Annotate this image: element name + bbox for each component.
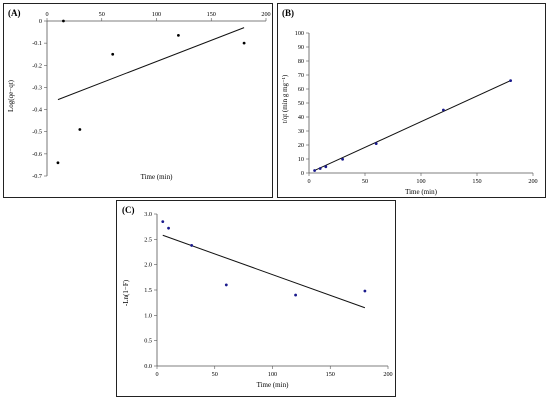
y-tick-label-c: 0.5 [144,338,152,345]
data-point-b [509,79,512,82]
x-tick-label-a: 0 [45,11,48,18]
y-tick-label-b: 0 [301,170,304,177]
chart-c-svg: (C) 0 50 100 150 200 0.0 0.5 1.0 1.5 2.0 2.5 3.0 Time… [122,205,393,389]
y-tick-label-b: 100 [295,30,304,37]
y-tick-label-a: -0.6 [32,151,42,158]
y-tick-label-b: 50 [298,100,304,107]
chart-a-svg: (A) 0 50 100 150 200 0 -0.1 -0.2 -0.3 -0.4 -0.5 -0.6… [7,8,271,181]
x-tick-label-a: 200 [261,11,270,18]
y-tick-label-a: -0.7 [32,173,42,180]
x-axis-title-b: Time (min) [405,188,437,196]
x-tick-label-a: 50 [99,11,105,18]
trendline-c [162,234,366,309]
x-tick-label-b: 0 [307,178,310,185]
data-point-a [177,33,180,37]
x-tick-label-b: 100 [416,178,425,185]
data-point-a [56,161,60,165]
data-point-c [294,293,297,297]
data-point-c [363,289,367,293]
y-tick-label-a: -0.3 [32,84,42,91]
data-point-b [341,157,344,161]
chart-panel-b: (B) 0 50 100 150 200 0 10 20 30 40 50 60 70 80 90 100 Tim… [277,3,546,198]
y-tick-label-c: 2.0 [144,262,152,269]
chart-b-svg: (B) 0 50 100 150 200 0 10 20 30 40 50 60 70 80 90 100 Tim… [281,8,538,196]
data-point-b [324,165,328,169]
y-tick-label-c: 3.0 [144,211,152,218]
y-tick-label-c: 2.5 [144,236,152,243]
x-tick-label-c: 100 [268,371,277,378]
panel-label-c: (C) [122,205,135,215]
y-tick-label-c: 1.5 [144,287,152,294]
x-tick-label-c: 200 [383,371,392,378]
data-point-c [224,283,228,287]
y-tick-label-a: -0.4 [32,107,42,114]
y-axis-title-b: t/qt (min g mg⁻¹) [281,74,289,123]
y-tick-label-b: 80 [298,58,304,65]
x-axis-title-c: Time (min) [257,381,289,389]
trendline-b [314,80,511,171]
y-tick-label-c: 1.0 [144,312,152,319]
data-point-a [111,52,115,56]
y-tick-label-b: 40 [298,114,304,121]
x-tick-label-c: 0 [155,371,158,378]
y-tick-label-b: 70 [298,72,304,79]
panel-label-a: (A) [8,8,21,18]
y-tick-label-a: 0 [39,18,42,25]
chart-panel-c: (C) 0 50 100 150 200 0.0 0.5 1.0 1.5 2.0 2.5 3.0 Time… [116,200,396,397]
y-tick-label-b: 30 [298,128,304,135]
data-point-b [313,169,316,172]
y-axis-title-a: Log(qe−qt) [7,79,15,112]
panel-label-b: (B) [282,8,294,18]
data-point-c [190,244,194,247]
y-tick-label-c: 0.0 [144,363,152,370]
y-tick-label-a: -0.2 [32,62,42,69]
y-tick-label-a: -0.1 [32,40,42,47]
y-tick-label-b: 90 [298,44,304,51]
x-tick-label-b: 150 [472,178,481,185]
data-point-a [78,128,82,131]
data-point-b [318,167,322,170]
data-point-a [62,19,65,23]
y-tick-label-b: 20 [298,142,304,149]
trendline-a [57,27,245,101]
y-axis-title-c: -Ln(1−F) [122,279,130,306]
y-tick-label-a: -0.5 [32,129,42,136]
data-point-b [374,142,378,146]
data-point-b [442,108,445,112]
y-tick-label-b: 60 [298,86,304,93]
data-point-a [242,41,246,45]
x-tick-label-c: 50 [212,371,218,378]
x-tick-label-b: 200 [528,178,537,185]
x-tick-label-b: 50 [362,178,368,185]
chart-panel-a: (A) 0 50 100 150 200 0 -0.1 -0.2 -0.3 -0.4 -0.5 -0.6… [3,3,273,198]
x-tick-label-a: 150 [207,11,216,18]
y-tick-label-b: 10 [298,156,304,163]
x-axis-title-a: Time (min) [141,173,173,181]
x-tick-label-c: 150 [326,371,335,378]
data-point-c [161,220,165,223]
data-point-c [167,226,170,230]
x-tick-label-a: 100 [152,11,161,18]
